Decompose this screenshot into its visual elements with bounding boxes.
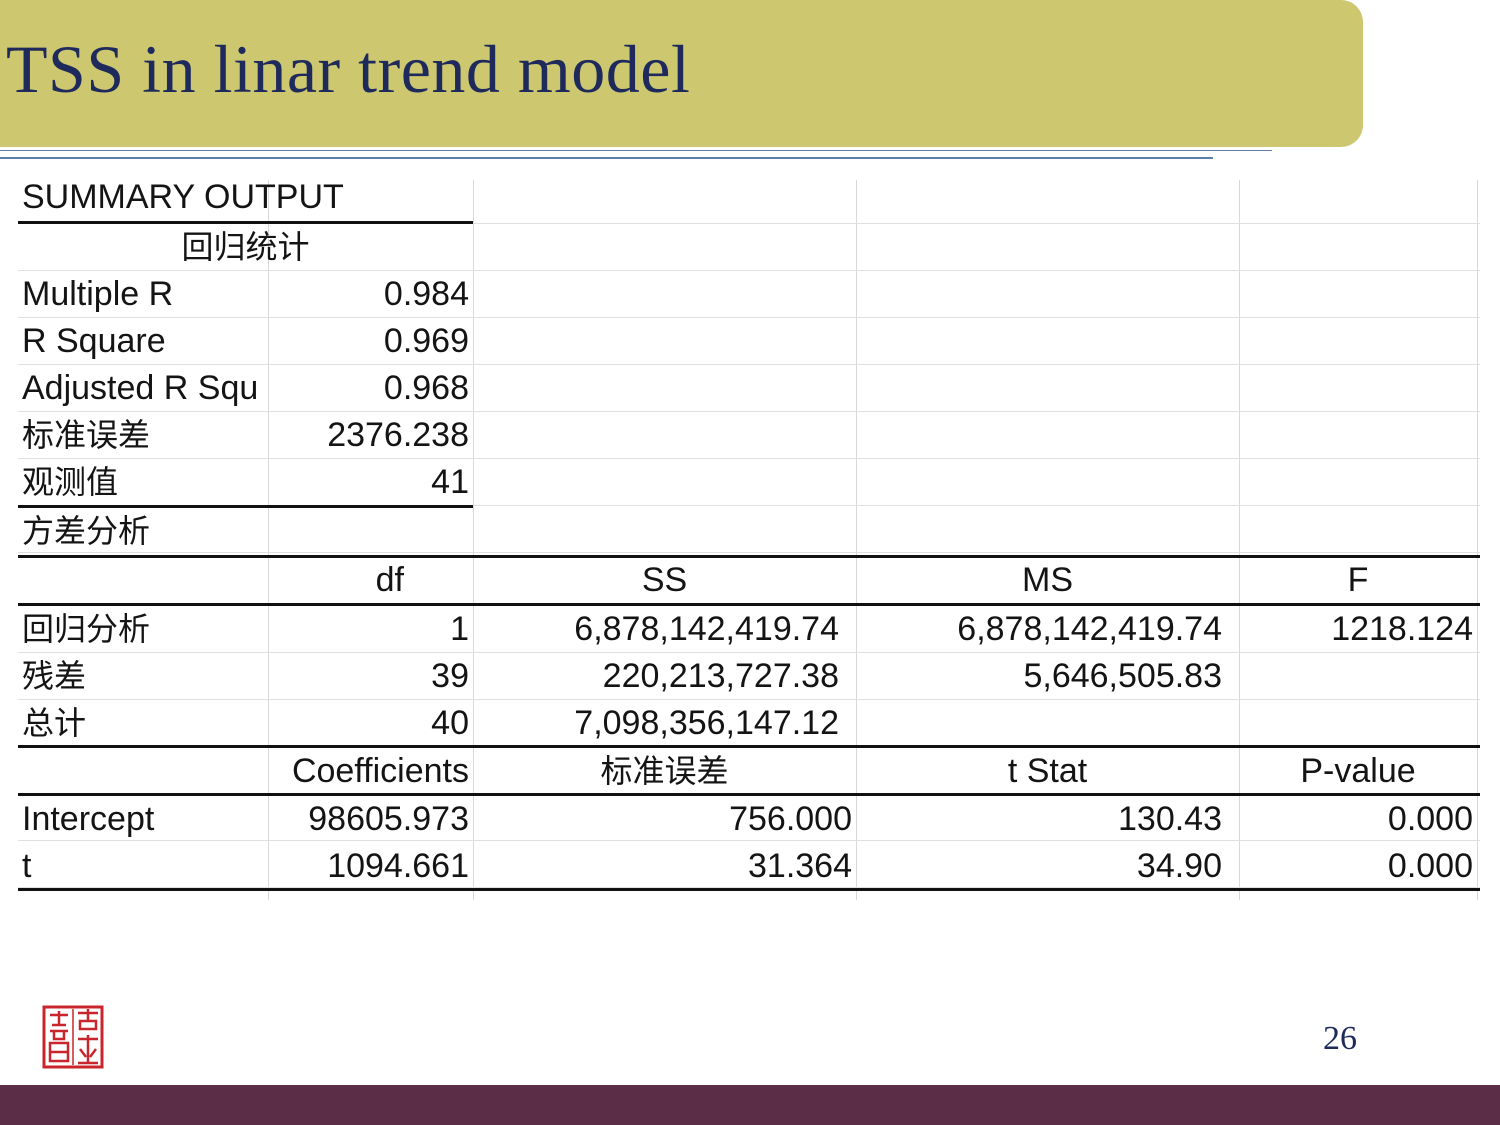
coef-row-label: Intercept [22, 800, 155, 838]
gridline-horizontal [18, 840, 1480, 841]
anova-ss: 6,878,142,419.74 [574, 610, 839, 648]
coef-col-coefficients: Coefficients [291, 752, 469, 790]
footer-bar [0, 1085, 1500, 1125]
anova-df: 39 [431, 657, 469, 695]
gridline-horizontal [18, 552, 1480, 553]
gridline-horizontal [18, 223, 1480, 224]
regression-stats-header: 回归统计 [181, 228, 310, 266]
table-border [18, 505, 473, 508]
table-border [18, 888, 1480, 891]
coef-col-std-error: 标准误差 [600, 752, 729, 790]
anova-row-label: 残差 [22, 657, 87, 695]
gridline-vertical [1477, 180, 1478, 900]
gridline-horizontal [18, 652, 1480, 653]
gridline-vertical [473, 180, 474, 900]
gridline-horizontal [18, 364, 1480, 365]
title-rule [0, 150, 1272, 151]
regression-summary-table: SUMMARY OUTPUT 回归统计 Multiple R 0.984 R S… [0, 178, 1500, 900]
table-border [18, 603, 1480, 606]
chinese-seal-stamp-icon [42, 1005, 104, 1069]
anova-df: 40 [431, 704, 469, 742]
gridline-horizontal [18, 411, 1480, 412]
table-border [18, 745, 1480, 748]
anova-col-ss: SS [641, 561, 688, 599]
coef-row-label: t [22, 847, 32, 885]
title-rule-lower [0, 157, 1213, 159]
title-bar [0, 0, 1363, 147]
anova-ss: 220,213,727.38 [602, 657, 839, 695]
anova-row-label: 总计 [22, 704, 87, 742]
summary-heading: SUMMARY OUTPUT [22, 178, 344, 216]
coef-p-value: 0.000 [1387, 847, 1473, 885]
coef-value: 1094.661 [327, 847, 469, 885]
stat-label: 标准误差 [22, 416, 151, 454]
stat-value: 0.969 [383, 322, 469, 360]
anova-ms [856, 700, 1226, 747]
stat-value: 0.984 [383, 275, 469, 313]
stat-label: Adjusted R Squ [22, 369, 259, 407]
coef-t-stat: 34.90 [1136, 847, 1222, 885]
table-border [18, 555, 1480, 558]
anova-f: 1218.124 [1331, 610, 1473, 648]
anova-col-df: df [375, 561, 404, 599]
stat-value: 2376.238 [327, 416, 469, 454]
anova-row-label: 回归分析 [22, 610, 151, 648]
anova-header: 方差分析 [22, 512, 151, 550]
anova-col-f: F [1347, 561, 1369, 599]
slide-title: TSS in linar trend model [6, 31, 691, 107]
gridline-vertical [268, 180, 269, 900]
stat-value: 0.968 [383, 369, 469, 407]
anova-f [1239, 653, 1477, 700]
coef-std-error: 31.364 [748, 847, 852, 885]
table-border [18, 793, 1480, 796]
coef-value: 98605.973 [308, 800, 469, 838]
anova-f [1239, 700, 1477, 747]
gridline-horizontal [18, 505, 1480, 506]
anova-ss: 7,098,356,147.12 [574, 704, 839, 742]
anova-df: 1 [450, 610, 469, 648]
gridline-horizontal [18, 887, 1480, 888]
stat-value: 41 [431, 463, 469, 501]
page-number: 26 [1323, 1020, 1357, 1057]
coef-p-value: 0.000 [1387, 800, 1473, 838]
coef-col-t-stat: t Stat [1007, 752, 1088, 790]
stat-label: Multiple R [22, 275, 174, 313]
gridline-horizontal [18, 458, 1480, 459]
stat-label: R Square [22, 322, 166, 360]
anova-col-ms: MS [1022, 561, 1073, 599]
stat-label: 观测值 [22, 463, 119, 501]
anova-ms: 6,878,142,419.74 [957, 610, 1222, 648]
table-border [18, 221, 473, 224]
coef-col-p-value: P-value [1300, 752, 1416, 790]
gridline-horizontal [18, 270, 1480, 271]
coef-t-stat: 130.43 [1118, 800, 1222, 838]
gridline-vertical [856, 180, 857, 900]
gridline-horizontal [18, 317, 1480, 318]
anova-ms: 5,646,505.83 [1023, 657, 1222, 695]
coef-std-error: 756.000 [729, 800, 852, 838]
gridline-horizontal [18, 699, 1480, 700]
gridline-vertical [1239, 180, 1240, 900]
